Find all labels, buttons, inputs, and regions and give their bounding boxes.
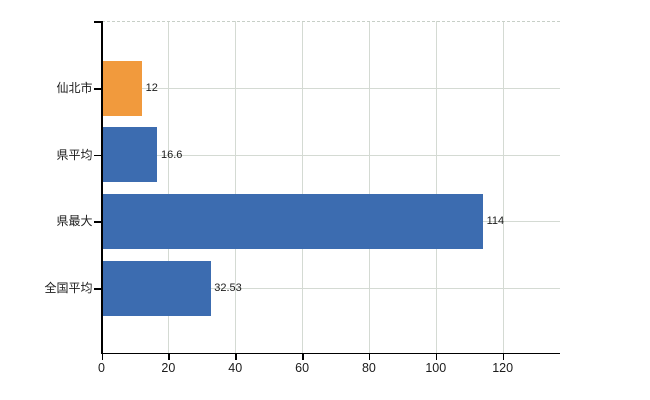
- bar-value-label: 12: [145, 82, 158, 94]
- gridline-x: [368, 21, 370, 353]
- x-tick-label: 40: [228, 360, 243, 375]
- x-tick-label: 60: [295, 360, 310, 375]
- category-label: 仙北市: [56, 81, 93, 95]
- plot-top-border: [101, 21, 560, 22]
- category-label: 全国平均: [44, 281, 93, 296]
- y-tick: [94, 21, 101, 23]
- x-tick: [435, 353, 438, 360]
- x-tick: [101, 353, 103, 360]
- bar-value-label: 32.53: [214, 282, 242, 295]
- bar: [102, 193, 484, 249]
- gridline-x: [168, 21, 170, 353]
- x-tick-label: 80: [361, 360, 376, 375]
- x-tick-label: 20: [161, 360, 176, 375]
- bar: [102, 260, 211, 316]
- bar-value-label: 16.6: [160, 148, 183, 161]
- x-axis: [101, 352, 560, 354]
- y-axis: [101, 21, 103, 353]
- y-tick: [94, 288, 101, 290]
- x-tick: [302, 353, 304, 360]
- bar: [102, 127, 158, 183]
- gridline-x: [502, 21, 504, 353]
- y-tick: [94, 88, 101, 90]
- x-tick: [235, 353, 237, 360]
- y-tick: [94, 221, 101, 223]
- gridline-y: [101, 88, 560, 89]
- gridline-y: [101, 154, 560, 156]
- x-tick: [168, 353, 170, 360]
- x-tick-label: 100: [425, 360, 447, 375]
- gridline-x: [302, 21, 304, 353]
- category-label: 県平均: [56, 147, 93, 162]
- gridline-x: [435, 21, 437, 353]
- x-tick: [368, 353, 371, 360]
- bar: [102, 60, 143, 116]
- gridline-y: [101, 288, 560, 290]
- bar-value-label: 114: [486, 215, 505, 228]
- x-tick: [502, 353, 505, 360]
- x-tick-label: 120: [492, 360, 514, 375]
- gridline-x: [235, 21, 237, 353]
- category-label: 県最大: [56, 214, 93, 229]
- y-tick: [94, 154, 101, 157]
- x-tick-label: 0: [98, 360, 105, 375]
